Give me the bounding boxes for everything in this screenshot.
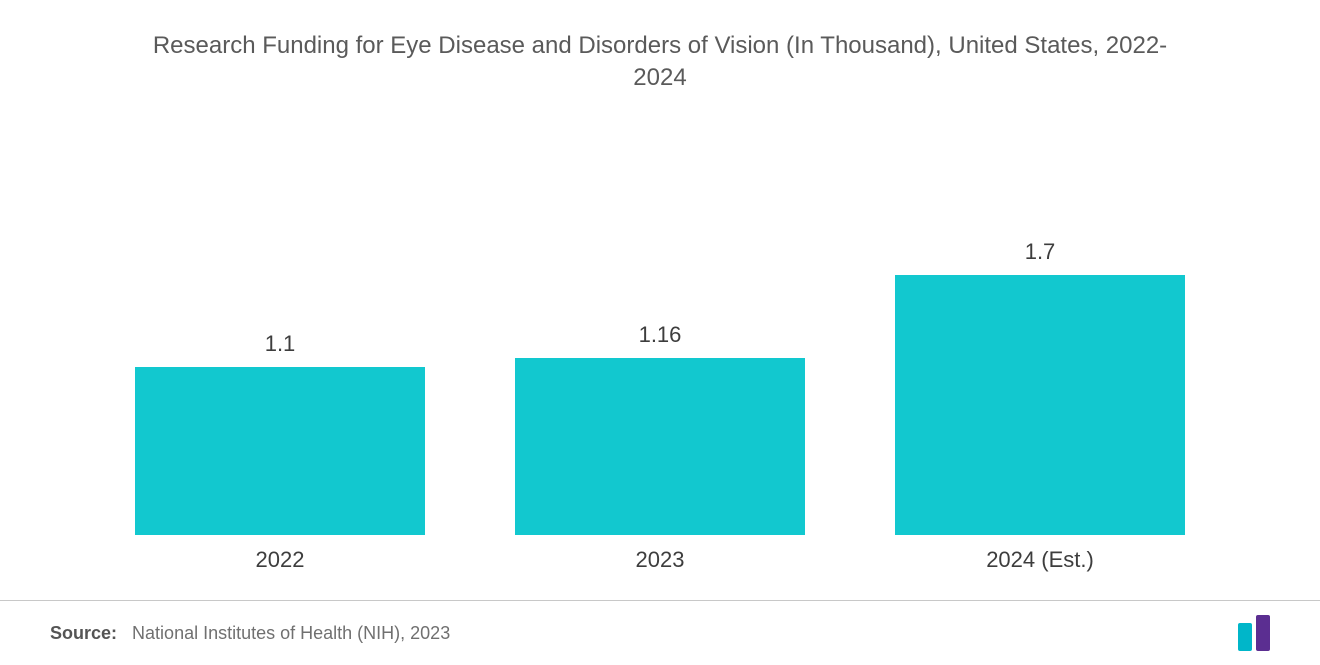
bar-group-0: 1.1 bbox=[135, 331, 425, 535]
bar-2 bbox=[895, 275, 1185, 535]
x-label-0: 2022 bbox=[135, 547, 425, 573]
logo-bar-0 bbox=[1238, 623, 1252, 651]
chart-footer: Source: National Institutes of Health (N… bbox=[0, 600, 1320, 665]
source-text: National Institutes of Health (NIH), 202… bbox=[132, 623, 450, 643]
brand-logo bbox=[1238, 615, 1270, 651]
x-label-1: 2023 bbox=[515, 547, 805, 573]
source-line: Source: National Institutes of Health (N… bbox=[50, 623, 450, 644]
value-label-2: 1.7 bbox=[1025, 239, 1056, 265]
value-label-1: 1.16 bbox=[639, 322, 682, 348]
logo-bar-1 bbox=[1256, 615, 1270, 651]
bar-1 bbox=[515, 358, 805, 535]
x-axis-labels: 2022 2023 2024 (Est.) bbox=[50, 535, 1270, 573]
bar-group-2: 1.7 bbox=[895, 239, 1185, 535]
bar-0 bbox=[135, 367, 425, 535]
chart-title: Research Funding for Eye Disease and Dis… bbox=[150, 30, 1170, 95]
x-label-2: 2024 (Est.) bbox=[895, 547, 1185, 573]
chart-container: Research Funding for Eye Disease and Dis… bbox=[0, 0, 1320, 665]
value-label-0: 1.1 bbox=[265, 331, 296, 357]
source-label: Source: bbox=[50, 623, 117, 643]
bar-group-1: 1.16 bbox=[515, 322, 805, 535]
plot-area: 1.1 1.16 1.7 bbox=[50, 125, 1270, 535]
